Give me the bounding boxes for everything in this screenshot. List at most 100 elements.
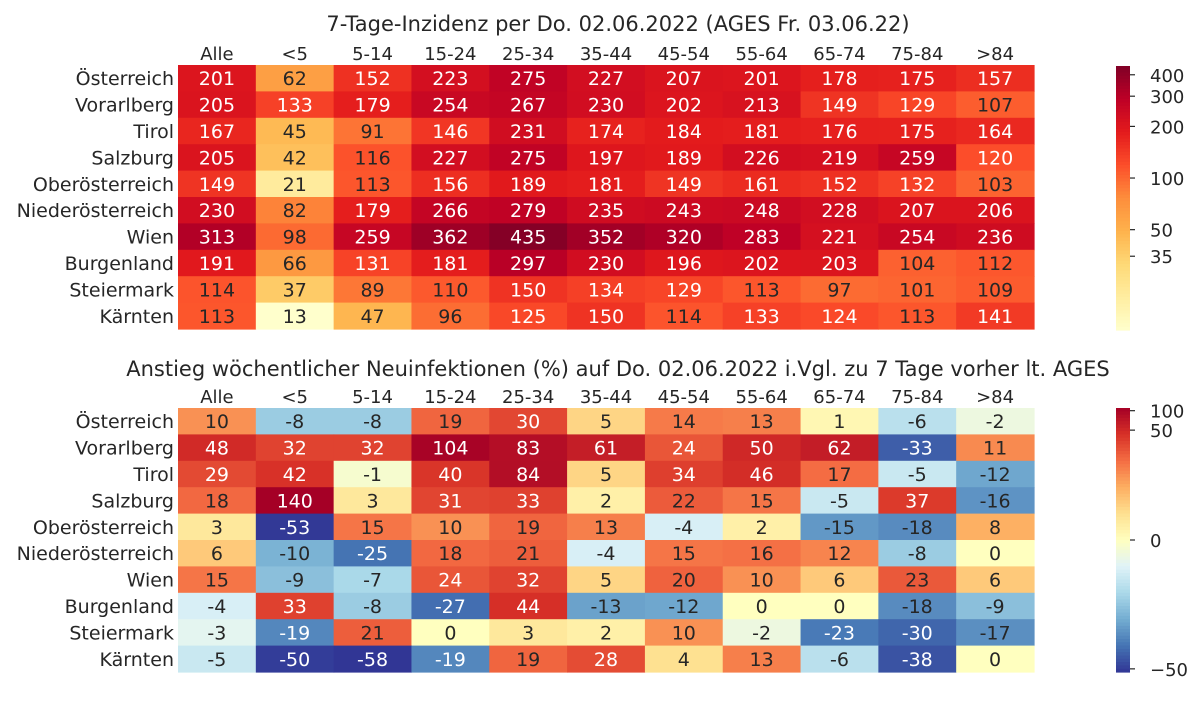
column-label: 45-54: [658, 44, 710, 65]
heatmap-cell: [800, 619, 879, 647]
cell-value-label: 37: [283, 279, 307, 301]
cell-value-label: 221: [821, 227, 857, 249]
cell-value-label: -30: [902, 622, 933, 644]
heatmap-cell: [567, 144, 646, 172]
heatmap-cell: [489, 434, 568, 462]
cell-value-label: 191: [199, 253, 235, 275]
cell-value-label: -33: [902, 438, 933, 460]
colorbar-segment: [1116, 619, 1130, 624]
cell-value-label: -6: [830, 649, 849, 671]
colorbar-segment: [1116, 141, 1130, 146]
cell-value-label: 46: [750, 464, 774, 486]
heatmap-cell: [567, 513, 646, 541]
cell-value-label: 259: [899, 147, 935, 169]
colorbar-segment: [1116, 464, 1130, 468]
cell-value-label: 110: [432, 279, 468, 301]
heatmap-cell: [956, 513, 1035, 541]
colorbar-segment: [1116, 493, 1130, 498]
cell-value-label: 120: [977, 147, 1013, 169]
cell-value-label: 97: [827, 279, 851, 301]
cell-value-label: 28: [594, 649, 618, 671]
cell-value-label: 14: [672, 411, 696, 433]
heatmap-cell: [489, 302, 568, 330]
cell-value-label: -2: [752, 622, 771, 644]
heatmap-cell: [333, 223, 413, 251]
chart-title: Anstieg wöchentlicher Neuinfektionen (%)…: [126, 357, 1110, 381]
cell-value-label: 223: [432, 68, 468, 90]
cell-value-label: 15: [205, 570, 229, 592]
colorbar-segment: [1116, 639, 1130, 643]
cell-value-label: 13: [750, 649, 774, 671]
cell-value-label: 227: [588, 68, 624, 90]
heatmap-cell: [800, 460, 879, 488]
heatmap-cell: [800, 223, 879, 251]
colorbar-segment: [1116, 599, 1130, 604]
heatmap-cell: [878, 408, 957, 435]
heatmap-cell: [800, 408, 879, 435]
heatmap-cell: [644, 65, 724, 92]
heatmap-cell: [567, 223, 646, 251]
cell-value-label: 132: [899, 174, 935, 196]
heatmap-cell: [956, 487, 1035, 515]
colorbar-segment: [1116, 652, 1130, 657]
colorbar-segment: [1116, 270, 1130, 275]
cell-value-label: 259: [354, 227, 390, 249]
heatmap-cell: [567, 408, 646, 435]
heatmap-cell: [644, 619, 724, 647]
heatmap-cell: [722, 144, 802, 172]
colorbar-segment: [1116, 648, 1130, 653]
cell-value-label: 18: [205, 490, 229, 512]
heatmap-cell: [722, 249, 802, 277]
colorbar-segment: [1116, 95, 1130, 100]
heatmap-cell: [489, 197, 568, 224]
colorbar-segment: [1116, 421, 1130, 426]
cell-value-label: 113: [744, 279, 780, 301]
cell-value-label: 10: [438, 517, 462, 539]
heatmap-cell: [722, 170, 802, 198]
heatmap-cell: [489, 144, 568, 172]
column-label: <5: [281, 387, 308, 408]
cell-value-label: -1: [363, 464, 382, 486]
cell-value-label: 205: [199, 95, 235, 117]
colorbar-segment: [1116, 635, 1130, 640]
cell-value-label: 226: [744, 147, 780, 169]
colorbar-segment: [1116, 326, 1130, 331]
heatmap-cell: [878, 619, 957, 647]
cell-value-label: 6: [211, 543, 223, 565]
cell-value-label: 243: [666, 200, 702, 222]
cell-value-label: 164: [977, 121, 1013, 143]
colorbar-segment: [1116, 612, 1130, 617]
heatmap-cell: [333, 144, 413, 172]
heatmap-cell: [567, 91, 646, 119]
cell-value-label: 149: [199, 174, 235, 196]
cell-value-label: 124: [821, 306, 857, 328]
cell-value-label: 16: [750, 543, 774, 565]
cell-value-label: 5: [600, 570, 612, 592]
colorbar-segment: [1116, 165, 1130, 169]
heatmap-cell: [178, 302, 257, 330]
cell-value-label: 197: [588, 147, 624, 169]
heatmap-cell: [411, 144, 490, 172]
colorbar-segment: [1116, 132, 1130, 136]
cell-value-label: -9: [285, 570, 304, 592]
cell-value-label: -8: [908, 543, 927, 565]
cell-value-label: 3: [522, 622, 534, 644]
row-label: Wien: [127, 227, 174, 249]
cell-value-label: 84: [516, 464, 540, 486]
heatmap-cell: [722, 487, 802, 515]
cell-value-label: 362: [432, 227, 468, 249]
colorbar-segment: [1116, 487, 1130, 492]
colorbar-segment: [1116, 135, 1130, 140]
colorbar-segment: [1116, 82, 1130, 87]
cell-value-label: 267: [510, 95, 546, 117]
heatmap-cell: [411, 91, 490, 119]
heatmap-cell: [333, 170, 413, 198]
heatmap-cell: [255, 117, 335, 145]
cell-value-label: 24: [438, 570, 462, 592]
heatmap-cell: [178, 91, 257, 119]
heatmap-cell: [255, 170, 335, 198]
heatmap-cell: [489, 276, 568, 304]
heatmap-cell: [800, 487, 879, 515]
heatmap-cell: [644, 117, 724, 145]
cell-value-label: 207: [899, 200, 935, 222]
